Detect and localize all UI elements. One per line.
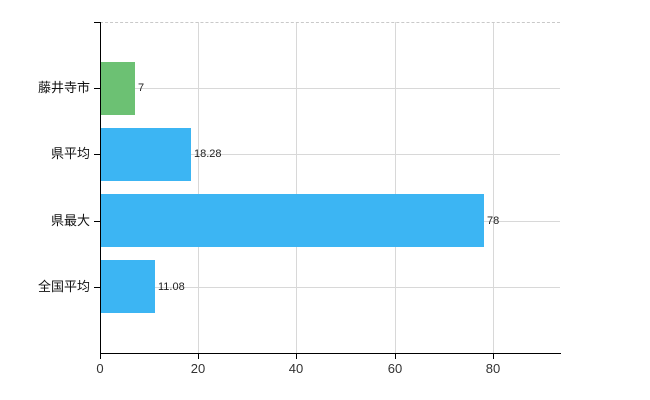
bar-県最大 — [101, 194, 484, 247]
bar-value-label: 78 — [487, 215, 500, 227]
y-axis-tick — [94, 221, 100, 222]
vertical-gridline — [394, 22, 396, 353]
bar-全国平均 — [101, 260, 155, 313]
bar-県平均 — [101, 128, 191, 181]
category-label-県平均: 県平均 — [50, 146, 90, 161]
y-axis — [100, 22, 101, 354]
category-label-全国平均: 全国平均 — [37, 279, 90, 294]
x-tick-label: 80 — [485, 361, 501, 376]
bar-藤井寺市 — [101, 62, 135, 115]
vertical-gridline — [198, 22, 200, 353]
x-axis-tick — [296, 354, 297, 359]
x-axis-tick — [198, 354, 199, 359]
x-axis — [100, 353, 561, 354]
y-axis-endcap-tick — [94, 22, 100, 23]
x-axis-tick — [100, 354, 101, 359]
vertical-gridline — [296, 22, 298, 353]
y-axis-tick — [94, 287, 100, 288]
category-label-藤井寺市: 藤井寺市 — [37, 80, 90, 95]
horizontal-gridline — [100, 88, 560, 89]
y-axis-tick — [94, 154, 100, 155]
bar-value-label: 11.08 — [158, 281, 185, 293]
horizontal-gridline — [100, 154, 560, 155]
horizontal-gridline — [100, 287, 560, 288]
plot-top-border — [100, 22, 560, 23]
y-axis-tick — [94, 88, 100, 89]
x-tick-label: 20 — [190, 361, 206, 376]
x-tick-label: 60 — [387, 361, 403, 376]
x-axis-tick — [395, 354, 396, 359]
x-tick-label: 0 — [96, 361, 104, 376]
x-tick-label: 40 — [288, 361, 304, 376]
x-axis-tick — [493, 354, 494, 359]
vertical-gridline — [492, 22, 494, 353]
bar-value-label: 7 — [138, 82, 145, 94]
category-label-県最大: 県最大 — [50, 213, 90, 228]
bar-value-label: 18.28 — [194, 148, 222, 160]
